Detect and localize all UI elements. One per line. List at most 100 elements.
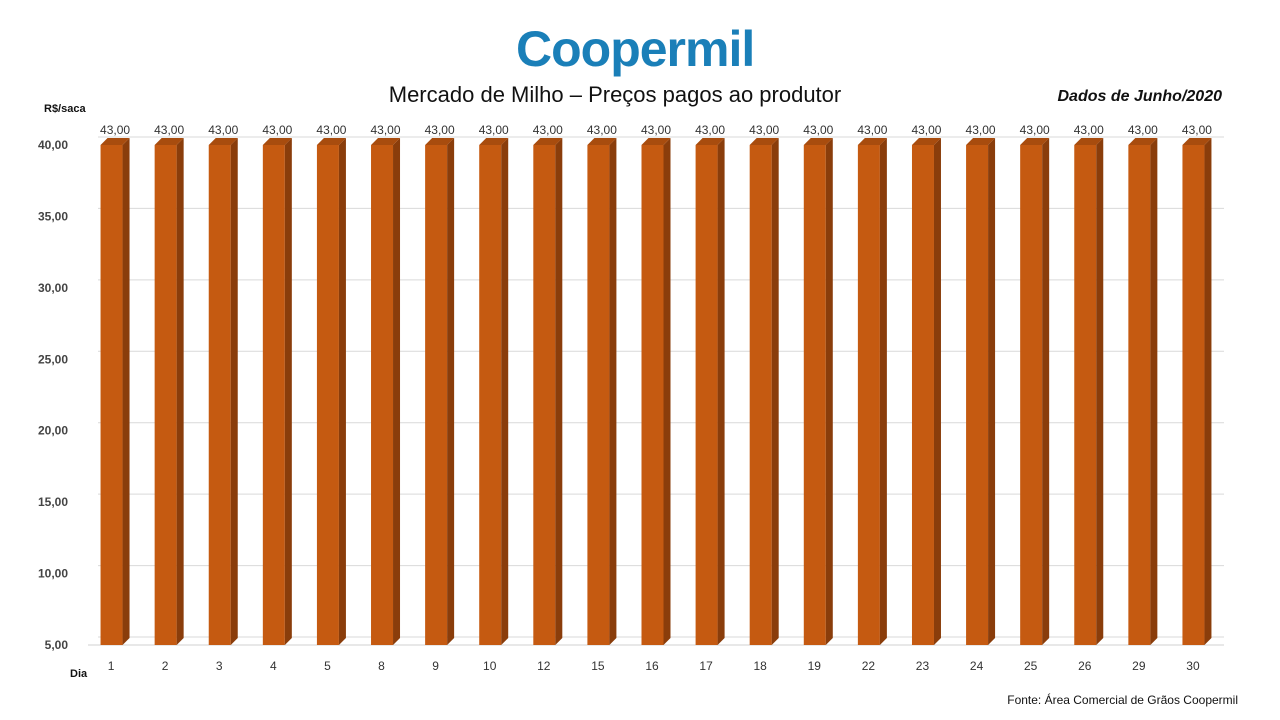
bar-side (501, 138, 509, 645)
bar-side (393, 138, 401, 645)
coopermil-logo: Coopermil (516, 21, 755, 77)
data-label: 43,00 (208, 123, 238, 137)
bar-front (533, 145, 556, 645)
data-label: 43,00 (641, 123, 671, 137)
y-tick-label: 5,00 (45, 638, 69, 652)
x-tick-label: 26 (1078, 659, 1092, 673)
chart-title: Mercado de Milho – Preços pagos ao produ… (388, 82, 842, 107)
x-tick-label: 23 (916, 659, 930, 673)
x-tick-label: 5 (324, 659, 331, 673)
data-label: 43,00 (533, 123, 563, 137)
bar-top (316, 138, 346, 145)
bar-top (1020, 138, 1050, 145)
bar-side (879, 138, 887, 645)
bar-top (695, 138, 725, 145)
bar-top (533, 138, 563, 145)
x-tick-label: 22 (862, 659, 876, 673)
bar-top (154, 138, 184, 145)
data-label: 43,00 (1020, 123, 1050, 137)
bars (100, 138, 1212, 645)
bar-front (749, 145, 772, 645)
bar (911, 138, 941, 645)
y-axis-ticks: 5,00 10,00 15,00 20,00 25,00 30,00 35,00 40,00 (38, 138, 68, 652)
bar (1020, 138, 1050, 645)
bar-front (1128, 145, 1151, 645)
data-label: 43,00 (371, 123, 401, 137)
bar-top (425, 138, 455, 145)
x-tick-label: 8 (378, 659, 385, 673)
data-label: 43,00 (479, 123, 509, 137)
bar (262, 138, 292, 645)
bar-top (749, 138, 779, 145)
bar-front (316, 145, 339, 645)
bar (749, 138, 779, 645)
bar-front (587, 145, 610, 645)
bar-top (1128, 138, 1158, 145)
x-tick-label: 4 (270, 659, 277, 673)
bar-side (825, 138, 833, 645)
bar-front (1182, 145, 1205, 645)
x-tick-label: 24 (970, 659, 984, 673)
bar (857, 138, 887, 645)
bar-front (911, 145, 934, 645)
bar-top (911, 138, 941, 145)
x-axis-unit: Dia (70, 668, 88, 680)
x-tick-label: 25 (1024, 659, 1038, 673)
bar-top (587, 138, 617, 145)
y-tick-label: 25,00 (38, 352, 68, 366)
data-label: 43,00 (154, 123, 184, 137)
data-label: 43,00 (695, 123, 725, 137)
bar-side (717, 138, 725, 645)
bar-side (988, 138, 996, 645)
bar (479, 138, 509, 645)
data-label: 43,00 (1074, 123, 1104, 137)
bar-side (338, 138, 346, 645)
bar-side (230, 138, 238, 645)
bar (425, 138, 455, 645)
data-label: 43,00 (262, 123, 292, 137)
bar (1074, 138, 1104, 645)
bar-side (447, 138, 455, 645)
bar-side (284, 138, 292, 645)
data-label: 43,00 (100, 123, 130, 137)
x-tick-label: 17 (699, 659, 713, 673)
bar-side (1042, 138, 1050, 645)
bar-front (154, 145, 177, 645)
bar-top (857, 138, 887, 145)
y-tick-label: 35,00 (38, 209, 68, 223)
bar-top (371, 138, 401, 145)
bar (695, 138, 725, 645)
data-label: 43,00 (1182, 123, 1212, 137)
x-tick-label: 12 (537, 659, 551, 673)
bar-front (100, 145, 123, 645)
bar-side (176, 138, 184, 645)
bar-front (695, 145, 718, 645)
bar-top (641, 138, 671, 145)
bar (154, 138, 184, 645)
bar (316, 138, 346, 645)
x-axis-ticks: 1 2 3 4 5 8 9 10 12 15 16 17 18 19 22 23 24 25 26 29 30 (108, 659, 1200, 673)
y-tick-label: 10,00 (38, 567, 68, 581)
x-tick-label: 3 (216, 659, 223, 673)
bar (1128, 138, 1158, 645)
y-tick-label: 40,00 (38, 138, 68, 152)
data-label: 43,00 (966, 123, 996, 137)
source-note: Fonte: Área Comercial de Grãos Coopermil (1007, 693, 1238, 707)
bar (587, 138, 617, 645)
data-label: 43,00 (857, 123, 887, 137)
x-tick-label: 19 (808, 659, 822, 673)
bar (371, 138, 401, 645)
bar-side (1096, 138, 1104, 645)
bar-side (771, 138, 779, 645)
bar-front (857, 145, 880, 645)
data-label: 43,00 (316, 123, 346, 137)
bar-side (1204, 138, 1212, 645)
x-tick-label: 2 (162, 659, 169, 673)
bar (208, 138, 238, 645)
bar-front (425, 145, 448, 645)
data-label: 43,00 (587, 123, 617, 137)
x-tick-label: 1 (108, 659, 115, 673)
bar-front (479, 145, 502, 645)
y-axis-unit: R$/saca (44, 103, 86, 115)
